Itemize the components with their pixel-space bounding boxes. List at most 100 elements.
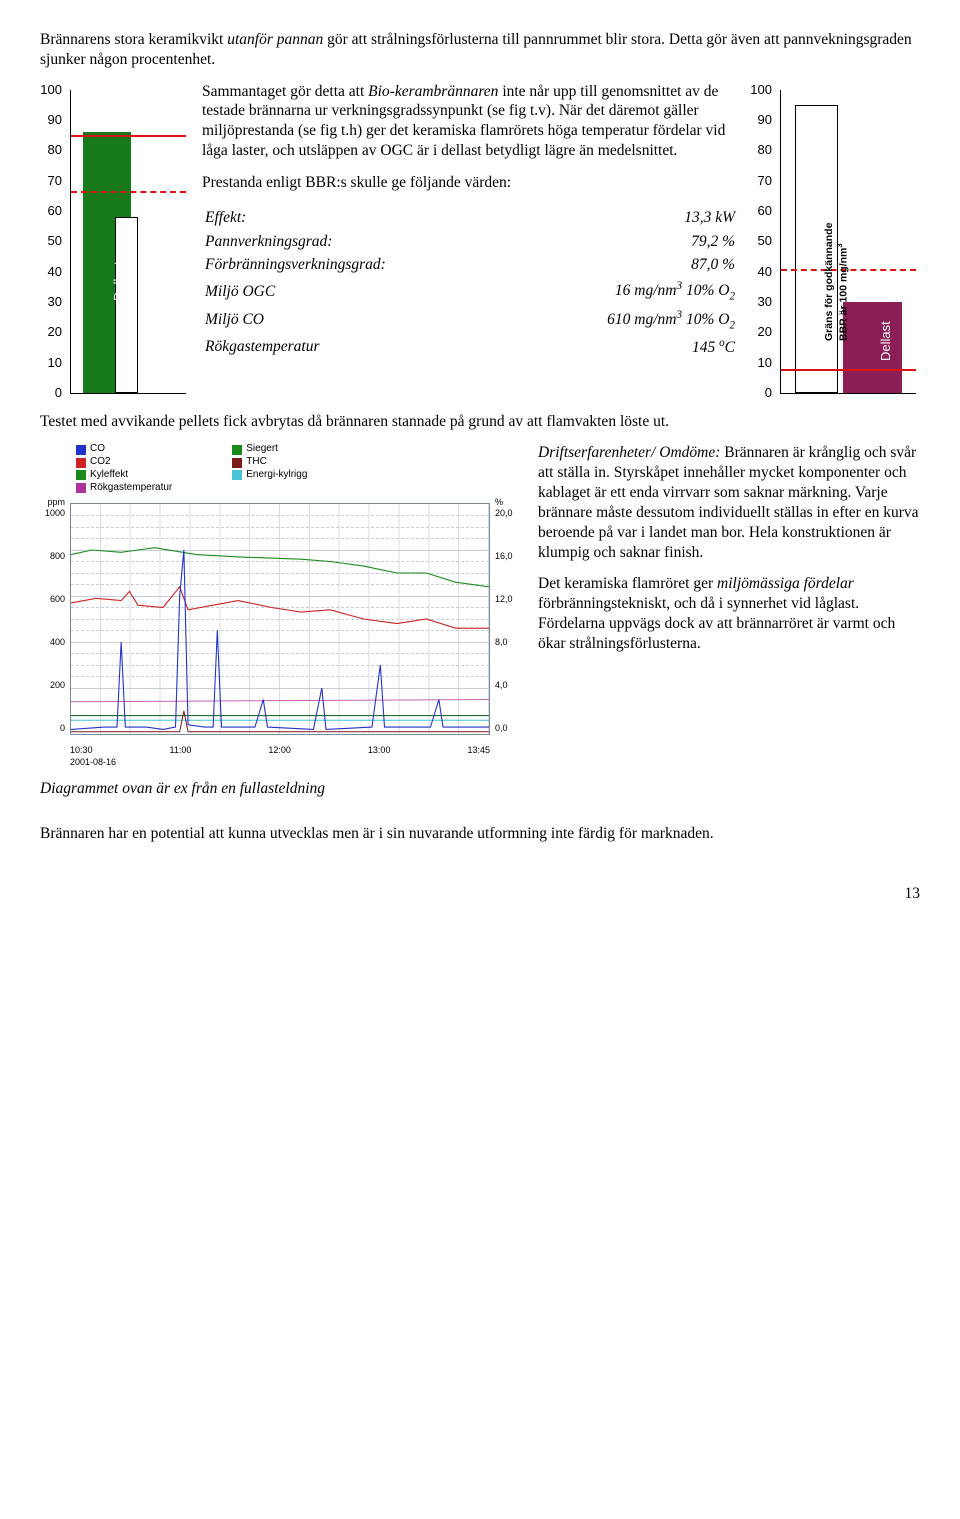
mid-para-2: Prestanda enligt BBR:s skulle ge följand… bbox=[202, 173, 738, 193]
lc-xtick: 13:45 bbox=[467, 745, 490, 757]
lc-date: 2001-08-16 bbox=[70, 757, 116, 769]
bc-tick: 60 bbox=[750, 203, 772, 220]
lc-xtick: 11:00 bbox=[170, 745, 192, 757]
lc-unit: % bbox=[495, 497, 520, 509]
bc-tick: 50 bbox=[750, 233, 772, 250]
bc-tick: 70 bbox=[750, 173, 772, 190]
top-row: 1009080706050403020100Dellast Sammantage… bbox=[40, 82, 920, 402]
right-text-2b: miljömässiga fördelar bbox=[717, 575, 854, 592]
bc-tick: 90 bbox=[40, 112, 62, 129]
legend-label: CO bbox=[90, 443, 105, 456]
legend-swatch bbox=[76, 483, 86, 493]
bc-tick: 100 bbox=[40, 82, 62, 99]
bc-tick: 60 bbox=[40, 203, 62, 220]
right-text-1b: Brännaren är krånglig och svår att ställ… bbox=[538, 444, 919, 560]
bc-side-caption: Gräns för godkännandeBBR är 100 mg/nm3 bbox=[824, 223, 850, 341]
spec-row: Miljö OGC16 mg/nm3 10% O2 bbox=[204, 278, 736, 305]
bc-bar-label: Dellast bbox=[111, 262, 128, 302]
legend-swatch bbox=[232, 470, 242, 480]
legend-label: THC bbox=[246, 456, 267, 469]
bc-tick: 70 bbox=[40, 173, 62, 190]
lc-ytick: 600 bbox=[40, 594, 65, 606]
spec-value: 79,2 % bbox=[509, 231, 736, 253]
page-number: 13 bbox=[40, 884, 920, 904]
spec-label: Förbränningsverkningsgrad: bbox=[204, 254, 507, 276]
legend-swatch bbox=[232, 445, 242, 455]
spec-row: Rökgastemperatur145 oC bbox=[204, 335, 736, 359]
bc-tick: 0 bbox=[750, 385, 772, 402]
bc-tick: 0 bbox=[40, 385, 62, 402]
right-text-column: Driftserfarenheter/ Omdöme: Brännaren är… bbox=[520, 443, 920, 814]
bc-tick: 80 bbox=[40, 142, 62, 159]
legend-label: Siegert bbox=[246, 443, 278, 456]
spec-row: Effekt:13,3 kW bbox=[204, 207, 736, 229]
lc-ytick: 16,0 bbox=[495, 551, 520, 563]
bc-tick: 90 bbox=[750, 112, 772, 129]
lc-yaxis-left: ppm10008006004002000 bbox=[40, 497, 68, 735]
bc-bar bbox=[115, 217, 138, 393]
lc-ytick: 12,0 bbox=[495, 594, 520, 606]
bc-plot: DellastGräns för godkännandeBBR är 100 m… bbox=[780, 90, 916, 394]
lc-ytick: 4,0 bbox=[495, 680, 520, 692]
lc-series bbox=[71, 547, 489, 586]
mid-para-1: Sammantaget gör detta att Bio-kerambränn… bbox=[202, 82, 738, 161]
spec-table: Effekt:13,3 kWPannverkningsgrad:79,2 %Fö… bbox=[202, 205, 738, 362]
spec-row: Pannverkningsgrad:79,2 % bbox=[204, 231, 736, 253]
bc-ref-solid bbox=[71, 135, 186, 137]
bc-tick: 20 bbox=[750, 324, 772, 341]
lc-ytick: 20,0 bbox=[495, 508, 520, 520]
legend-swatch bbox=[232, 458, 242, 468]
bc-tick: 40 bbox=[750, 264, 772, 281]
spec-label: Pannverkningsgrad: bbox=[204, 231, 507, 253]
bc-tick: 30 bbox=[750, 294, 772, 311]
legend-label: Rökgastemperatur bbox=[90, 482, 172, 495]
mid-em: Bio-kerambrännaren bbox=[368, 83, 498, 100]
bc-tick: 50 bbox=[40, 233, 62, 250]
right-bar-chart: 1009080706050403020100DellastGräns för g… bbox=[750, 82, 920, 402]
legend-item: CO bbox=[76, 443, 172, 456]
legend-label: Kyleffekt bbox=[90, 469, 128, 482]
lc-ytick: 400 bbox=[40, 637, 65, 649]
legend-item: THC bbox=[232, 456, 307, 469]
legend-swatch bbox=[76, 445, 86, 455]
lc-ytick: 800 bbox=[40, 551, 65, 563]
legend-item: Rökgastemperatur bbox=[76, 482, 172, 495]
lc-xaxis: 10:3011:0012:0013:0013:45 bbox=[70, 745, 490, 757]
lc-series bbox=[71, 711, 489, 732]
lc-xtick: 13:00 bbox=[368, 745, 391, 757]
bc-ref-solid bbox=[781, 369, 916, 371]
right-text-2c: förbränningstekniskt, och då i synnerhet… bbox=[538, 595, 895, 652]
legend-swatch bbox=[76, 458, 86, 468]
right-text-1a: Driftserfarenheter/ Omdöme: bbox=[538, 444, 720, 461]
middle-column: Sammantaget gör detta att Bio-kerambränn… bbox=[190, 82, 750, 362]
legend-swatch bbox=[76, 470, 86, 480]
bc-tick: 20 bbox=[40, 324, 62, 341]
lc-series bbox=[71, 586, 489, 627]
bc-plot: Dellast bbox=[70, 90, 186, 394]
legend-label: CO2 bbox=[90, 456, 111, 469]
lc-svg bbox=[71, 504, 489, 734]
line-chart-legend: COCO2KyleffektRökgastemperatur SiegertTHC… bbox=[76, 443, 520, 494]
right-text-para-1: Driftserfarenheter/ Omdöme: Brännaren är… bbox=[538, 443, 920, 562]
bc-tick: 40 bbox=[40, 264, 62, 281]
lc-unit: ppm bbox=[40, 497, 65, 509]
spec-label: Effekt: bbox=[204, 207, 507, 229]
legend-label: Energi-kylrigg bbox=[246, 469, 307, 482]
bottom-paragraph: Brännaren har en potential att kunna utv… bbox=[40, 824, 920, 844]
spec-row: Förbränningsverkningsgrad:87,0 % bbox=[204, 254, 736, 276]
legend-item: Kyleffekt bbox=[76, 469, 172, 482]
right-text-para-2: Det keramiska flamröret ger miljömässiga… bbox=[538, 574, 920, 653]
spec-value: 610 mg/nm3 10% O2 bbox=[509, 307, 736, 334]
lc-series bbox=[71, 550, 489, 729]
bc-tick: 30 bbox=[40, 294, 62, 311]
lc-ytick: 0,0 bbox=[495, 723, 520, 735]
legend-item: Siegert bbox=[232, 443, 307, 456]
left-bar-chart: 1009080706050403020100Dellast bbox=[40, 82, 190, 402]
legend-item: Energi-kylrigg bbox=[232, 469, 307, 482]
lc-ytick: 200 bbox=[40, 680, 65, 692]
lc-xtick: 10:30 bbox=[70, 745, 93, 757]
spec-value: 16 mg/nm3 10% O2 bbox=[509, 278, 736, 305]
after-charts-text: Testet med avvikande pellets fick avbryt… bbox=[40, 412, 920, 432]
lower-row: COCO2KyleffektRökgastemperatur SiegertTHC… bbox=[40, 443, 920, 814]
bc-ref-dash bbox=[71, 191, 186, 193]
